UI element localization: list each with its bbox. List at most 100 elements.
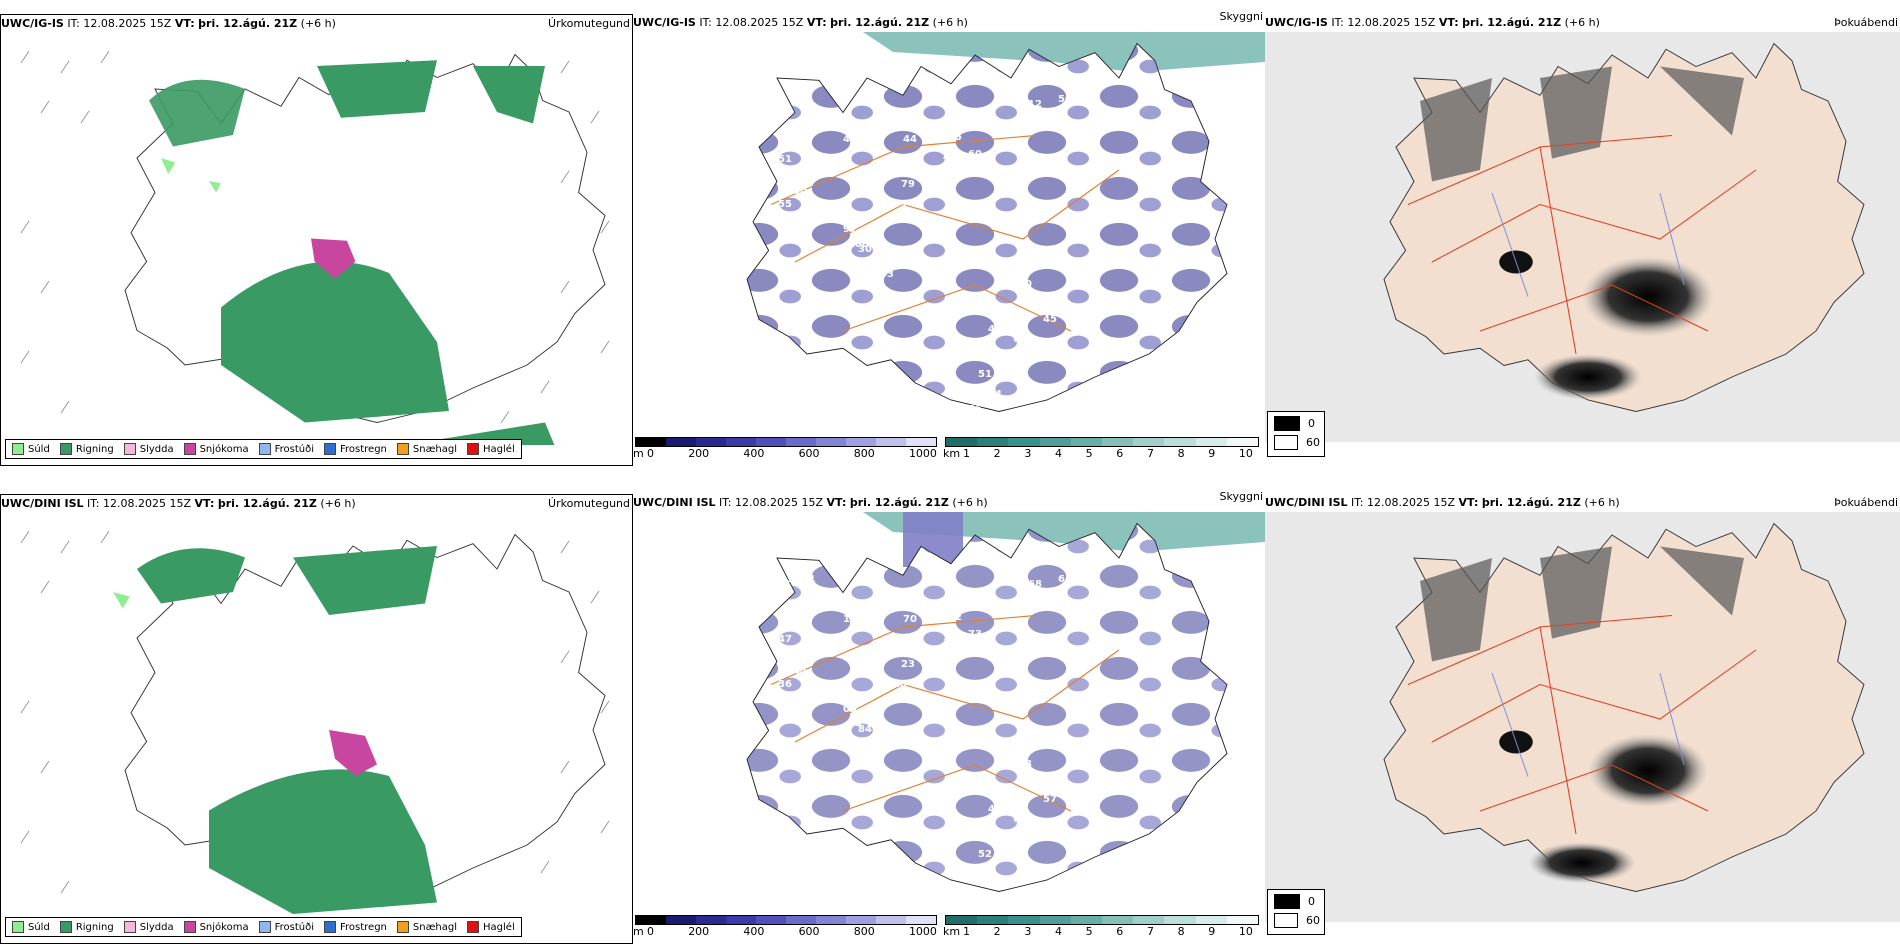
- cloud-base-label: 52: [978, 849, 992, 860]
- cloud-base-label: 215: [773, 574, 794, 585]
- legend-item: Slydda: [123, 921, 174, 933]
- cloud-base-label: 50: [1058, 94, 1072, 105]
- fog-legend: 0 60: [1267, 411, 1325, 457]
- cloud-base-label: 29: [923, 749, 937, 760]
- cloud-base-label: 55: [778, 199, 792, 210]
- cloud-base-label: 42: [988, 324, 1002, 335]
- cloud-base-label: 231: [795, 574, 816, 585]
- legend-item: Snjókoma: [183, 921, 249, 933]
- cloud-base-label: 44: [988, 389, 1002, 400]
- cloud-base-label: 37: [801, 639, 815, 650]
- cloud-base-label: 257: [773, 546, 794, 557]
- cloud-base-label: 37: [795, 94, 809, 105]
- panel-header: UWC/DINI ISL IT: 12.08.2025 15Z VT: þri.…: [1, 495, 632, 513]
- cloud-base-label: 49: [983, 592, 997, 603]
- fog-index-panel-top: UWC/IG-IS IT: 12.08.2025 15Z VT: þri. 12…: [1265, 14, 1900, 466]
- cloud-base-label: 75: [928, 599, 942, 610]
- cloud-base-label: 09: [843, 704, 857, 715]
- cloud-base-label: 64: [773, 66, 787, 77]
- precip-type-panel-top: UWC/IG-IS IT: 12.08.2025 15Z VT: þri. 12…: [0, 14, 633, 466]
- precip-type-panel-bottom: UWC/DINI ISL IT: 12.08.2025 15Z VT: þri.…: [0, 494, 633, 944]
- cloud-base-label: 10: [943, 632, 957, 643]
- cloud-base-label: 67: [753, 609, 767, 620]
- cloud-base-label: 50: [773, 94, 787, 105]
- cloud-base-label: 36: [778, 679, 792, 690]
- fog-legend: 0 60: [1267, 889, 1325, 935]
- cloud-base-label: 103: [873, 269, 894, 280]
- cloud-base-label: 21: [828, 354, 842, 365]
- height-colorbar: m 0 200 400 600 800 1000: [633, 437, 943, 460]
- cloud-base-label: 44: [903, 134, 917, 145]
- cloud-base-label: 880: [1068, 614, 1089, 625]
- cloud-base-label: 51: [978, 369, 992, 380]
- cloud-base-label: 89: [873, 749, 887, 760]
- cloud-base-label: 68: [868, 644, 882, 655]
- cloud-base-label: 16: [963, 199, 977, 210]
- panel-type-label: Þokuábendi: [1834, 16, 1898, 29]
- cloud-base-label: 76: [948, 389, 962, 400]
- cloud-base-label: 94: [848, 719, 862, 730]
- height-colorbar: m 0 200 400 600 800 1000: [633, 915, 943, 938]
- cloud-base-label: 42: [843, 134, 857, 145]
- cloud-base-label: 70: [1003, 264, 1017, 275]
- panel-type-label: Skyggni: [1219, 490, 1263, 503]
- cloud-base-label: 77: [828, 834, 842, 845]
- cloud-base-label: 60: [968, 149, 982, 160]
- cloud-base-label: 47: [778, 634, 792, 645]
- legend-item: Súld: [12, 921, 50, 933]
- cloud-base-label: 68: [1028, 579, 1042, 590]
- visibility-colorbar: km 1 2 3 4 5 6 7 8 9 10: [943, 437, 1265, 460]
- cloud-base-label: 60: [1013, 814, 1027, 825]
- precip-type-map: [20, 50, 610, 445]
- legend-item: Rigning: [59, 921, 114, 933]
- cloud-base-label: 50: [1003, 744, 1017, 755]
- cloud-base-label: 33: [808, 849, 822, 860]
- legend-item: Slydda: [123, 443, 174, 455]
- legend-item: Haglél: [467, 921, 515, 933]
- cloud-base-label: 60: [801, 159, 815, 170]
- legend-item: Snæhagl: [396, 921, 457, 933]
- legend-item: Haglél: [467, 443, 515, 455]
- panel-header: UWC/DINI ISL IT: 12.08.2025 15Z VT: þri.…: [633, 490, 1263, 509]
- cloud-base-label: 70: [903, 614, 917, 625]
- cloud-base-label: 56: [968, 404, 982, 415]
- cloud-base-label: 44: [793, 666, 807, 677]
- cloud-base-label: 30: [858, 244, 872, 255]
- cloud-base-label: 40: [983, 112, 997, 123]
- legend-item: Snæhagl: [396, 443, 457, 455]
- cloud-base-label: 49: [948, 601, 962, 612]
- cloud-base-label: 30: [1018, 279, 1032, 290]
- legend-item: Frostúði: [258, 921, 314, 933]
- panel-type-label: Þokuábendi: [1834, 496, 1898, 509]
- panel-header: UWC/IG-IS IT: 12.08.2025 15Z VT: þri. 12…: [633, 10, 1263, 29]
- cloud-base-label: 65: [1058, 574, 1072, 585]
- cloud-base-label: 84: [858, 724, 872, 735]
- cloud-base-label: 60: [793, 186, 807, 197]
- legend-item: Súld: [12, 443, 50, 455]
- cloud-base-label: 12: [1028, 99, 1042, 110]
- cloud-base-label: 146: [963, 679, 984, 690]
- cloud-base-label: 108: [848, 239, 869, 250]
- cloud-base-label: 43: [928, 119, 942, 130]
- precip-type-legend: Súld Rigning Slydda Snjókoma Frostúði Fr…: [5, 917, 522, 937]
- cloud-base-label: 65: [1013, 334, 1027, 345]
- cloud-base-label: 48: [1018, 759, 1032, 770]
- panel-type-label: Skyggni: [1219, 10, 1263, 23]
- cloud-base-label: 49: [943, 152, 957, 163]
- legend-item: Frostúði: [258, 443, 314, 455]
- visibility-colorbar: km 1 2 3 4 5 6 7 8 9 10: [943, 915, 1265, 938]
- cloud-base-label: 46: [753, 129, 767, 140]
- cloud-base-label: 186: [843, 614, 864, 625]
- cloud-base-label: 73: [968, 629, 982, 640]
- cloud-base-label: 79: [901, 179, 915, 190]
- panel-type-label: Úrkomutegund: [548, 497, 630, 510]
- cloud-base-label: 32: [923, 269, 937, 280]
- legend-item: Frostregn: [324, 921, 387, 933]
- cloud-base-panel-bottom: UWC/DINI ISL IT: 12.08.2025 15Z VT: þri.…: [633, 490, 1265, 944]
- cloud-base-label: 34: [1053, 342, 1067, 353]
- cloud-base-label: 45: [1043, 314, 1057, 325]
